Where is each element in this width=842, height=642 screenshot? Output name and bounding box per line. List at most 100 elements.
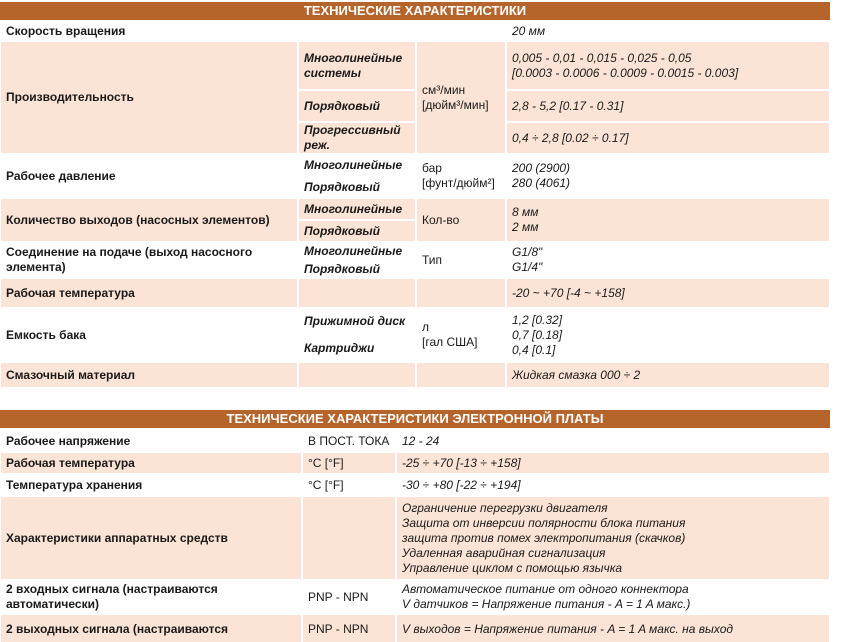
sub-label-text: Порядковый bbox=[304, 261, 381, 276]
sub-label: Порядковый bbox=[298, 220, 416, 242]
sub-label: Порядковый bbox=[298, 260, 416, 278]
value-text: 200 (2900) bbox=[512, 161, 571, 175]
row-label-text: Рабочее напряжение bbox=[6, 433, 131, 448]
row-label-text: Температура хранения bbox=[6, 477, 143, 492]
value: G1/8" G1/4" bbox=[506, 242, 830, 278]
unit-text: [гал США] bbox=[422, 335, 478, 349]
row-label: Температура хранения bbox=[0, 474, 302, 496]
sub-label: Прогрессивный реж. bbox=[298, 122, 416, 154]
value-text: Удаленная аварийная сигнализация bbox=[402, 545, 606, 560]
value-text: 0,4 [0.1] bbox=[512, 342, 556, 357]
value-text: 0,005 - 0,01 - 0,015 - 0,025 - 0,05 bbox=[512, 50, 692, 65]
value-text: Ограничение перегрузки двигателя bbox=[402, 500, 608, 515]
row-label: Соединение на подаче (выход насосного эл… bbox=[0, 242, 298, 278]
row-label-text: Количество выходов (насосных элементов) bbox=[6, 212, 270, 227]
sub-label: Порядковый bbox=[298, 90, 416, 122]
value-text: 280 (4061) bbox=[512, 176, 571, 190]
row-label-text: Скорость вращения bbox=[6, 24, 126, 38]
row-label: Количество выходов (насосных элементов) bbox=[0, 198, 298, 242]
row-label: Производительность bbox=[0, 41, 298, 154]
value-text: -30 ÷ +80 [-22 ÷ +194] bbox=[402, 477, 521, 492]
value-text: Жидкая смазка 000 ÷ 2 bbox=[512, 367, 641, 382]
row-label-text: Характеристики аппаратных средств bbox=[6, 530, 228, 545]
unit: бар [фунт/дюйм²] bbox=[416, 154, 506, 198]
value: 12 - 24 bbox=[396, 430, 830, 452]
sub-label: Прижимной диск bbox=[298, 308, 416, 335]
unit: В ПОСТ. ТОКА bbox=[302, 430, 396, 452]
unit bbox=[416, 278, 506, 308]
unit: Тип bbox=[416, 242, 506, 278]
value-text: Защита от инверсии полярности блока пита… bbox=[402, 515, 686, 530]
value-text: -25 ÷ +70 [-13 ÷ +158] bbox=[402, 455, 521, 470]
unit: PNP - NPN bbox=[302, 580, 396, 614]
row-label-text: 2 входных сигнала (настраиваются автомат… bbox=[6, 582, 218, 611]
table-title: ТЕХНИЧЕСКИЕ ХАРАКТЕРИСТИКИ ЭЛЕКТРОННОЙ П… bbox=[0, 410, 830, 428]
row-label: Рабочая температура bbox=[0, 452, 302, 474]
value-text: 1,2 [0.32] bbox=[512, 312, 563, 327]
unit: PNP - NPN bbox=[302, 614, 396, 642]
sub-label: Картриджи bbox=[298, 335, 416, 362]
sub-label-text: Порядковый bbox=[304, 98, 381, 113]
value: 1,2 [0.32] 0,7 [0.18] 0,4 [0.1] bbox=[506, 308, 830, 362]
sub-label-text: Прогрессивный реж. bbox=[304, 123, 401, 152]
row-label: Смазочный материал bbox=[0, 362, 298, 388]
row-label: 2 выходных сигнала (настраиваются bbox=[0, 614, 302, 642]
value-text: V выходов = Напряжение питания - A = 1 A… bbox=[402, 621, 734, 636]
unit bbox=[416, 22, 506, 41]
value: Ограничение перегрузки двигателя Защита о… bbox=[396, 496, 830, 580]
sub-label-text: Многолинейные системы bbox=[304, 50, 403, 80]
value-text: G1/4" bbox=[512, 260, 543, 274]
unit-text: [фунт/дюйм²] bbox=[422, 176, 495, 190]
row-label: 2 входных сигнала (настраиваются автомат… bbox=[0, 580, 302, 614]
sub-label-text: Многолинейные bbox=[304, 157, 403, 172]
unit-text: PNP - NPN bbox=[308, 621, 369, 636]
row-label: Рабочее напряжение bbox=[0, 430, 302, 452]
value: -30 ÷ +80 [-22 ÷ +194] bbox=[396, 474, 830, 496]
value-text: 20 мм bbox=[512, 24, 546, 38]
value: 0,4 ÷ 2,8 [0.02 ÷ 0.17] bbox=[506, 122, 830, 154]
row-label-text: Рабочая температура bbox=[6, 455, 135, 470]
value-text: Управление циклом с помощью язычка bbox=[402, 560, 623, 575]
unit: см³/мин [дюйм³/мин] bbox=[416, 41, 506, 154]
unit: °C [°F] bbox=[302, 474, 396, 496]
sub-label: Многолинейные системы bbox=[298, 41, 416, 90]
value-text: Автоматическое питание от одного коннект… bbox=[402, 582, 689, 596]
unit-text: Кол-во bbox=[422, 212, 460, 227]
sub-label: Многолинейные bbox=[298, 242, 416, 260]
value-text: 2 мм bbox=[512, 220, 539, 234]
unit: л [гал США] bbox=[416, 308, 506, 362]
unit: Кол-во bbox=[416, 198, 506, 242]
row-label: Рабочая температура bbox=[0, 278, 298, 308]
value: -20 ~ +70 [-4 ~ +158] bbox=[506, 278, 830, 308]
unit-text: °C [°F] bbox=[308, 477, 344, 492]
row-label: Рабочее давление bbox=[0, 154, 298, 198]
row-label-text: Смазочный материал bbox=[6, 367, 136, 382]
row-label-text: Емкость бака bbox=[6, 327, 86, 342]
value: Автоматическое питание от одного коннект… bbox=[396, 580, 830, 614]
sub-label: Порядковый bbox=[298, 176, 416, 198]
unit-text: л bbox=[422, 320, 430, 334]
sub-label bbox=[298, 22, 416, 41]
value: 0,005 - 0,01 - 0,015 - 0,025 - 0,05 [0.00… bbox=[506, 41, 830, 90]
value-text: 2,8 - 5,2 [0.17 - 0.31] bbox=[512, 98, 624, 113]
unit bbox=[302, 496, 396, 580]
sub-label-text: Многолинейные bbox=[304, 243, 403, 258]
unit-text: см³/мин bbox=[422, 82, 466, 97]
row-label: Характеристики аппаратных средств bbox=[0, 496, 302, 580]
sub-label-text: Прижимной диск bbox=[304, 314, 406, 328]
value-text: 0,7 [0.18] bbox=[512, 327, 563, 342]
sub-label bbox=[298, 278, 416, 308]
sub-label-text: Картриджи bbox=[304, 341, 375, 355]
row-label: Скорость вращения bbox=[0, 22, 298, 41]
value-text: 8 мм bbox=[512, 205, 539, 219]
value: -25 ÷ +70 [-13 ÷ +158] bbox=[396, 452, 830, 474]
sub-label-text: Порядковый bbox=[304, 179, 381, 194]
unit-text: В ПОСТ. ТОКА bbox=[308, 433, 390, 448]
row-label-text: Рабочая температура bbox=[6, 285, 135, 300]
unit-text: PNP - NPN bbox=[308, 589, 369, 604]
unit bbox=[416, 362, 506, 388]
row-label-text: Производительность bbox=[6, 90, 134, 104]
row-label-text: 2 выходных сигнала (настраиваются bbox=[6, 621, 228, 636]
value: 200 (2900) 280 (4061) bbox=[506, 154, 830, 198]
